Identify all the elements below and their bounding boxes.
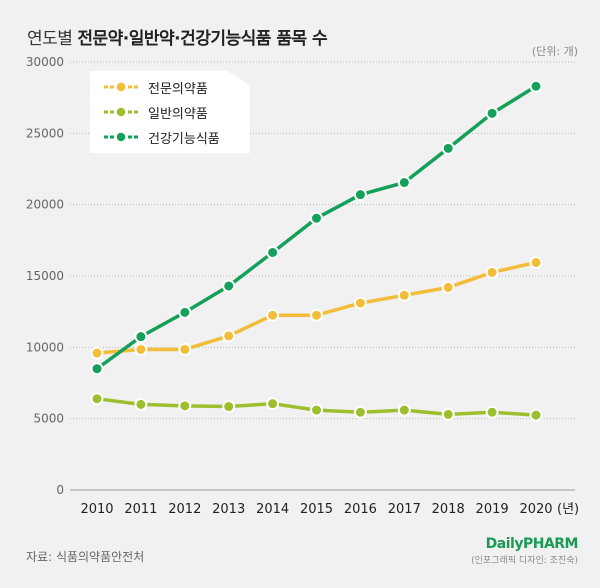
chart-title: 연도별 전문약·일반약·건강기능식품 품목 수: [27, 24, 328, 49]
data-point: [178, 399, 192, 413]
data-point: [266, 308, 280, 322]
x-tick-label: 2011: [124, 502, 157, 517]
data-point: [397, 288, 411, 302]
data-point: [222, 329, 236, 343]
x-tick-label: 2015: [300, 502, 333, 517]
legend-swatch: [104, 131, 138, 143]
data-point: [485, 405, 499, 419]
data-point: [178, 305, 192, 319]
y-tick-label: 10000: [26, 340, 64, 354]
legend-label: 건강기능식품: [148, 131, 220, 147]
dailypharm-logo: DailyPHARM: [485, 536, 579, 552]
title-prefix: 연도별: [27, 29, 73, 49]
data-point: [353, 405, 367, 419]
legend-swatch: [104, 106, 138, 118]
data-point: [529, 255, 543, 269]
data-point: [397, 403, 411, 417]
legend-item: 일반의약품: [104, 102, 208, 122]
data-point: [310, 403, 323, 417]
data-point: [529, 408, 543, 422]
x-tick-label: 2016: [344, 502, 377, 517]
data-point: [353, 296, 367, 310]
data-point: [353, 188, 367, 202]
data-point: [90, 392, 104, 406]
data-point: [441, 407, 455, 421]
data-point: [266, 245, 280, 259]
x-tick-label: 2014: [256, 502, 289, 517]
data-point: [222, 400, 236, 414]
x-axis-suffix: (년): [557, 502, 579, 517]
data-point: [485, 106, 499, 120]
data-point: [134, 397, 148, 411]
y-tick-label: 20000: [26, 198, 64, 212]
data-point: [266, 397, 280, 411]
data-point: [441, 280, 455, 294]
data-point: [397, 176, 411, 190]
y-tick-label: 30000: [26, 55, 64, 69]
legend-label: 일반의약품: [148, 106, 208, 122]
legend-label: 전문의약품: [148, 81, 208, 97]
legend-swatch: [104, 81, 138, 93]
x-tick-label: 2013: [212, 502, 245, 517]
x-tick-label: 2018: [432, 502, 465, 517]
data-point: [485, 265, 499, 279]
data-point: [90, 362, 104, 376]
x-tick-label: 2019: [476, 502, 509, 517]
x-tick-label: 2020: [519, 502, 552, 517]
legend: 전문의약품 일반의약품 건강기능식품: [90, 71, 250, 153]
x-tick-label: 2012: [168, 502, 201, 517]
data-point: [441, 141, 455, 155]
legend-item: 전문의약품: [104, 77, 208, 97]
source-note: 자료: 식품의약품안전처: [26, 550, 145, 564]
y-tick-label: 25000: [26, 126, 64, 140]
x-tick-label: 2010: [80, 502, 113, 517]
data-point: [310, 308, 323, 322]
design-credit: (인포그래픽 디자인: 조진숙): [471, 556, 578, 566]
data-point: [134, 330, 148, 344]
y-tick-label: 0: [56, 483, 64, 497]
data-point: [178, 342, 192, 356]
data-point: [222, 279, 236, 293]
unit-label: (단위: 개): [531, 45, 578, 58]
data-point: [529, 79, 543, 93]
title-main: 전문약·일반약·건강기능식품 품목 수: [77, 29, 328, 49]
legend-item: 건강기능식품: [104, 127, 220, 147]
x-tick-label: 2017: [388, 502, 421, 517]
data-point: [134, 342, 148, 356]
y-tick-label: 5000: [33, 412, 64, 426]
data-point: [310, 211, 323, 225]
y-tick-label: 15000: [26, 269, 64, 283]
data-point: [90, 346, 104, 360]
